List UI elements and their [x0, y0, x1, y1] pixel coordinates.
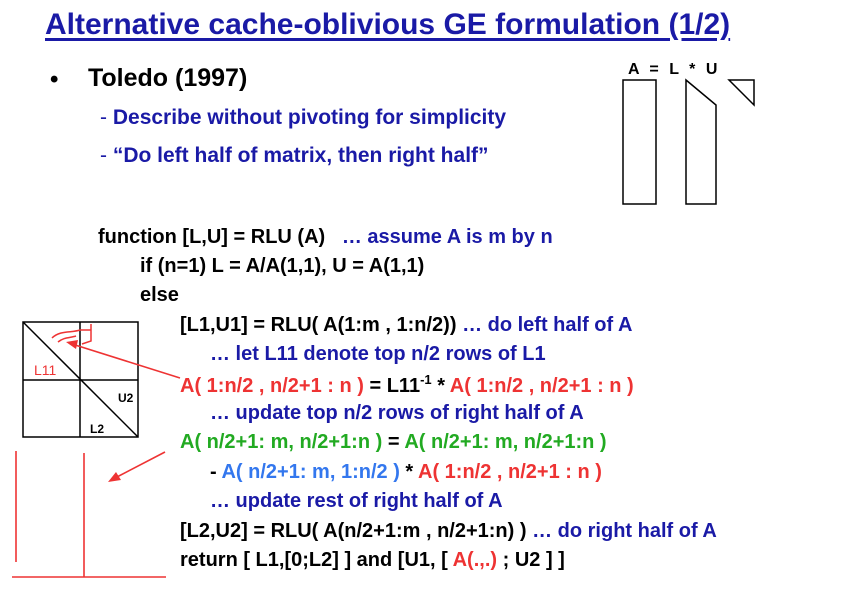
eq-equals: = — [649, 61, 659, 78]
code-comment: … do left half of A — [462, 314, 633, 336]
code-recursive-call: [L2,U2] = RLU( A(n/2+1:m , n/2+1:n) ) — [180, 520, 527, 542]
code-line-11: [L2,U2] = RLU( A(n/2+1:m , n/2+1:n) ) … … — [180, 520, 717, 543]
sub-bullet-text: Describe without pivoting for simplicity — [112, 106, 507, 129]
matrix-u-shape — [727, 79, 755, 107]
sub-bullet-2: - “Do left half of matrix, then right ha… — [100, 144, 489, 168]
code-expr: A( n/2+1: m, 1:n/2 ) — [221, 461, 400, 483]
code-line-10: … update rest of right half of A — [210, 490, 503, 512]
code-line-8: A( n/2+1: m, n/2+1:n ) = A( n/2+1: m, n/… — [180, 431, 607, 454]
code-expr: A( 1:n/2 , n/2+1 : n ) — [449, 375, 634, 397]
page-title: Alternative cache-oblivious GE formulati… — [45, 8, 731, 41]
handwritten-l11: L11 — [34, 362, 57, 378]
code-line-3: else — [140, 284, 179, 306]
eq-u: U — [705, 61, 718, 78]
code-line-6: A( 1:n/2 , n/2+1 : n ) = L11-1 * A( 1:n/… — [180, 372, 634, 398]
code-op: = — [382, 431, 405, 453]
sub-bullet-dash: - — [100, 106, 107, 129]
code-line-5: … let L11 denote top n/2 rows of L1 — [210, 343, 546, 365]
sub-bullet-1: - Describe without pivoting for simplici… — [100, 106, 506, 130]
code-comment: … do right half of A — [532, 520, 717, 542]
code-expr: = L11 — [363, 375, 421, 397]
bullet-text: Toledo (1997) — [88, 64, 248, 92]
code-expr: A( 1:n/2 , n/2+1 : n ) — [180, 375, 364, 397]
code-line-1: function [L,U] = RLU (A) … assume A is m… — [98, 226, 553, 249]
code-op: - — [210, 461, 222, 483]
code-op: * — [431, 375, 450, 397]
handwritten-scribble — [51, 324, 92, 345]
code-expr: A( n/2+1: m, n/2+1:n ) — [180, 431, 383, 453]
matrix-a-shape — [622, 79, 657, 205]
eq-a: A — [628, 61, 639, 78]
bullet-marker: • — [50, 66, 59, 93]
label-l2: L2 — [90, 422, 104, 436]
code-line-4: [L1,U1] = RLU( A(1:m , 1:n/2)) … do left… — [180, 314, 632, 337]
arrow-l11-head — [66, 340, 78, 349]
label-u2: U2 — [118, 391, 134, 405]
sub-bullet-dash: - — [100, 144, 107, 167]
eq-l: L — [669, 61, 679, 78]
matrix-l-shape — [685, 78, 717, 205]
arrow-right-half-line — [114, 451, 166, 479]
code-comment: … assume A is m by n — [341, 226, 553, 248]
code-function-signature: function [L,U] = RLU (A) — [98, 226, 326, 248]
eq-star: * — [689, 61, 696, 78]
arrow-l11-line — [71, 343, 181, 379]
code-line-2: if (n=1) L = A/A(1,1), U = A(1,1) — [140, 255, 425, 277]
code-line-9: - A( n/2+1: m, 1:n/2 ) * A( 1:n/2 , n/2+… — [210, 461, 602, 484]
code-line-12: return [ L1,[0;L2] ] and [U1, [ A(.,.) ;… — [180, 549, 565, 572]
code-recursive-call: [L1,U1] = RLU( A(1:m , 1:n/2)) — [180, 314, 457, 336]
code-return: return [ L1,[0;L2] ] and [U1, [ — [180, 549, 453, 571]
equation-label: A = L * U — [628, 61, 717, 79]
arrow-right-half-head — [108, 472, 121, 482]
code-line-7: … update top n/2 rows of right half of A — [210, 402, 584, 424]
code-expr: A(.,.) — [452, 549, 498, 571]
code-op: * — [399, 461, 419, 483]
left-matrix-diagonal — [22, 321, 139, 438]
code-return: ; U2 ] ] — [497, 549, 565, 571]
code-expr: A( 1:n/2 , n/2+1 : n ) — [418, 461, 602, 483]
code-expr: A( n/2+1: m, n/2+1:n ) — [404, 431, 607, 453]
sub-bullet-text: “Do left half of matrix, then right half… — [112, 144, 489, 167]
code-superscript: -1 — [420, 372, 432, 387]
